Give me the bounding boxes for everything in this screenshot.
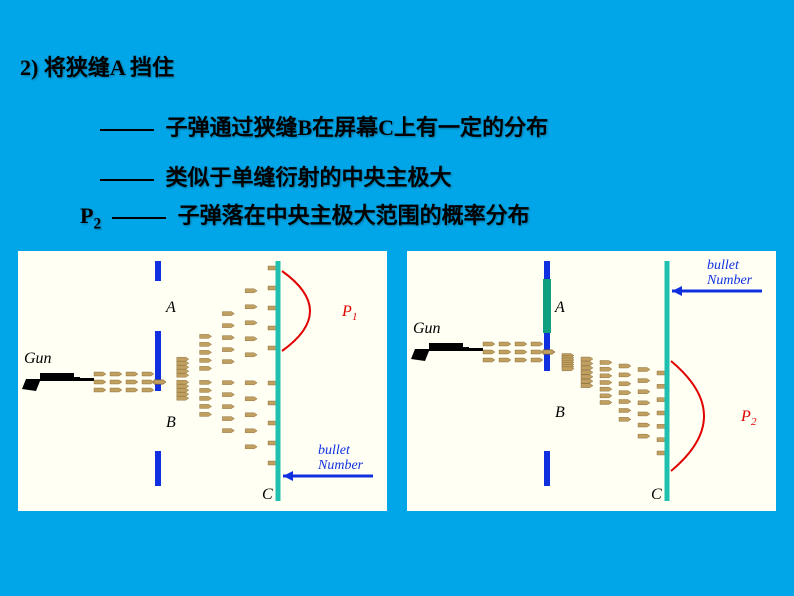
svg-text:A: A <box>554 299 565 316</box>
dash-icon <box>100 129 154 131</box>
svg-text:C: C <box>651 486 662 503</box>
svg-text:Gun: Gun <box>413 320 441 337</box>
svg-text:Number: Number <box>706 273 753 288</box>
svg-text:2: 2 <box>751 416 757 428</box>
panel-left: Gun A B CbulletNumber P1 <box>18 251 387 511</box>
svg-text:C: C <box>262 486 273 503</box>
line-2-text: 类似于单缝衍射的中央主极大 <box>166 165 452 190</box>
svg-text:Gun: Gun <box>24 350 52 367</box>
p2-sub: 2 <box>93 215 101 232</box>
heading: 2) 将狭缝A 挡住 <box>20 50 774 82</box>
dash-icon <box>112 217 166 219</box>
diagram-left: Gun A B CbulletNumber P1 <box>18 251 387 511</box>
svg-text:B: B <box>166 414 176 431</box>
diagram-right: Gun A B CbulletNumber P2 <box>407 251 776 511</box>
svg-text:P: P <box>341 303 352 320</box>
svg-text:P: P <box>740 408 751 425</box>
line-3: P2 子弹落在中央主极大范围的概率分布 <box>80 198 774 233</box>
figure-row: GunABCbulletNumberP1 GunABCbulletNumberP… <box>0 233 794 511</box>
svg-text:A: A <box>165 299 176 316</box>
svg-text:Number: Number <box>317 458 364 473</box>
panel-right: Gun A B CbulletNumber P2 <box>407 251 776 511</box>
svg-text:1: 1 <box>352 311 358 323</box>
line-1-text: 子弹通过狭缝B在屏幕C上有一定的分布 <box>166 115 549 140</box>
line-1: 子弹通过狭缝B在屏幕C上有一定的分布 <box>100 110 774 142</box>
line-3-text: 子弹落在中央主极大范围的概率分布 <box>178 203 530 228</box>
svg-text:bullet: bullet <box>707 258 740 273</box>
dash-icon <box>100 179 154 181</box>
svg-text:bullet: bullet <box>318 443 351 458</box>
svg-text:B: B <box>555 404 565 421</box>
line-2: 类似于单缝衍射的中央主极大 <box>100 160 774 192</box>
slide-content: 2) 将狭缝A 挡住 子弹通过狭缝B在屏幕C上有一定的分布 类似于单缝衍射的中央… <box>0 0 794 233</box>
p2-label: P <box>80 203 93 228</box>
